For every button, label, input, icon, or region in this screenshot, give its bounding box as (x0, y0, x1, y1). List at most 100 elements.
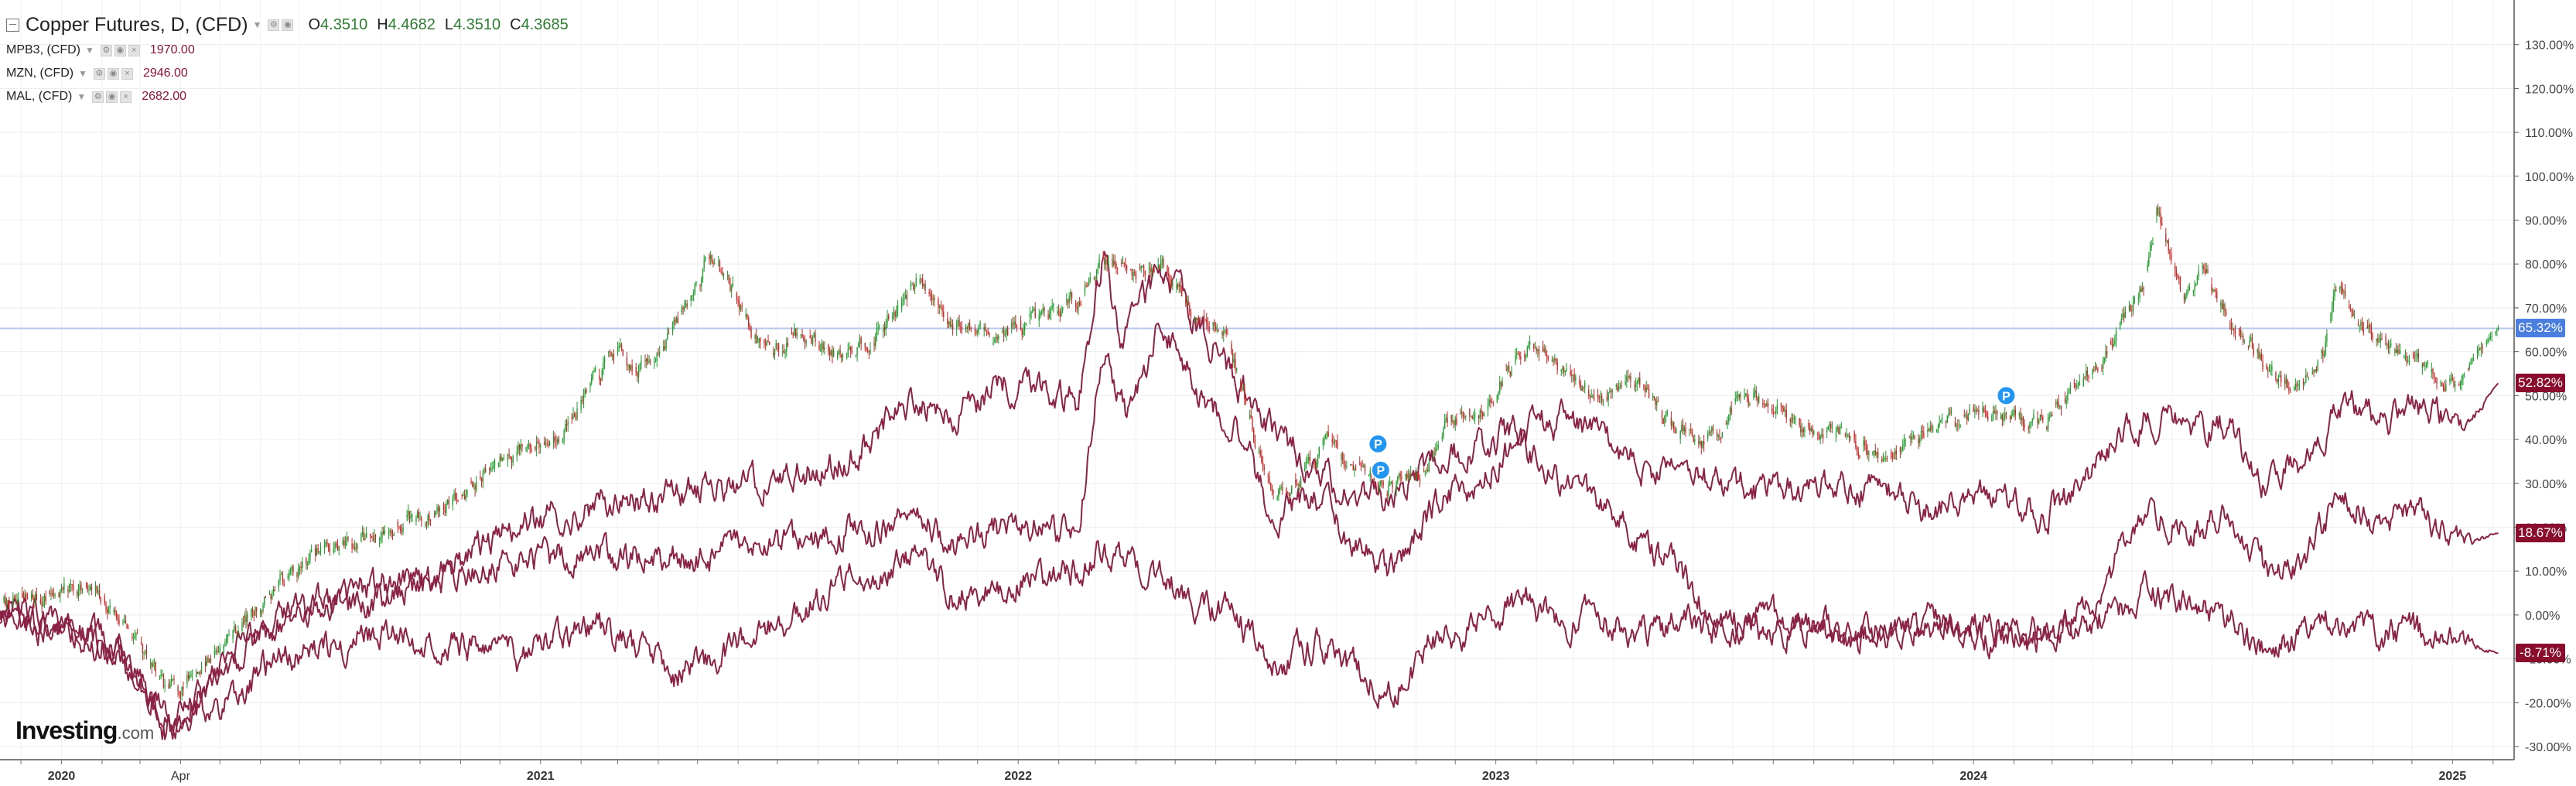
candle[interactable] (2077, 382, 2079, 390)
candle[interactable] (1592, 394, 1594, 398)
candle[interactable] (1728, 414, 1730, 425)
candle[interactable] (2476, 346, 2479, 360)
candle[interactable] (2472, 354, 2475, 362)
candle[interactable] (2140, 285, 2142, 292)
candle[interactable] (1303, 462, 1306, 472)
candle[interactable] (2111, 337, 2113, 351)
candle[interactable] (1534, 341, 1536, 349)
candle[interactable] (187, 672, 190, 682)
candle[interactable] (278, 579, 280, 592)
candle[interactable] (200, 661, 203, 675)
candle[interactable] (748, 315, 750, 330)
chevron-down-icon[interactable]: ▼ (78, 68, 87, 79)
candle[interactable] (896, 305, 897, 320)
candle[interactable] (179, 691, 182, 702)
candle[interactable] (750, 325, 752, 340)
candle[interactable] (1363, 463, 1365, 468)
close-icon[interactable]: × (121, 67, 133, 80)
candle[interactable] (1670, 411, 1672, 430)
candle[interactable] (794, 328, 797, 339)
candle[interactable] (1957, 419, 1959, 432)
candle[interactable] (617, 341, 619, 356)
candle[interactable] (2280, 371, 2282, 388)
candle[interactable] (1749, 402, 1751, 407)
candle[interactable] (1886, 455, 1888, 462)
candle[interactable] (1827, 425, 1830, 430)
candle[interactable] (792, 331, 794, 339)
candle[interactable] (1388, 480, 1389, 501)
candle[interactable] (2003, 412, 2004, 425)
candle[interactable] (1322, 437, 1324, 450)
candle[interactable] (1104, 257, 1105, 270)
candle[interactable] (1537, 348, 1539, 357)
candle[interactable] (2001, 413, 2004, 427)
candle[interactable] (1969, 403, 1970, 415)
candle[interactable] (1125, 257, 1126, 272)
candle[interactable] (383, 526, 384, 535)
candle[interactable] (546, 439, 548, 447)
candle[interactable] (1763, 399, 1765, 408)
candle[interactable] (22, 591, 25, 600)
candle[interactable] (1791, 413, 1792, 429)
candle[interactable] (1995, 405, 1997, 420)
collapse-legend-icon[interactable] (6, 18, 19, 32)
candle[interactable] (2207, 265, 2209, 274)
candle[interactable] (2229, 320, 2231, 330)
candle[interactable] (1070, 289, 1071, 301)
candle[interactable] (1444, 413, 1446, 429)
candle[interactable] (338, 545, 340, 556)
candle[interactable] (108, 605, 110, 614)
candle[interactable] (938, 304, 941, 315)
candle[interactable] (1948, 407, 1949, 419)
candle[interactable] (1628, 374, 1630, 380)
candle[interactable] (528, 439, 530, 450)
candle[interactable] (2060, 405, 2062, 416)
candle[interactable] (334, 541, 336, 553)
candle[interactable] (1789, 417, 1791, 427)
candle[interactable] (2101, 364, 2103, 372)
candle[interactable] (985, 323, 986, 332)
candle[interactable] (658, 346, 661, 358)
candle[interactable] (53, 587, 55, 599)
candle[interactable] (1754, 384, 1756, 398)
candle[interactable] (2406, 352, 2407, 367)
candle[interactable] (244, 611, 246, 626)
candle[interactable] (2458, 381, 2460, 387)
candle[interactable] (644, 354, 646, 368)
candle[interactable] (2353, 309, 2356, 320)
candle[interactable] (690, 295, 692, 307)
candle[interactable] (245, 608, 247, 629)
candle[interactable] (1810, 425, 1812, 432)
candle[interactable] (170, 674, 173, 687)
candle[interactable] (317, 544, 319, 555)
candle[interactable] (535, 436, 538, 456)
candle[interactable] (41, 596, 43, 613)
candle[interactable] (391, 529, 394, 541)
candle[interactable] (820, 343, 822, 352)
candle[interactable] (864, 342, 866, 352)
candle[interactable] (7, 600, 9, 606)
candle[interactable] (2079, 374, 2080, 386)
candle[interactable] (714, 258, 716, 265)
candle[interactable] (777, 342, 780, 357)
candle[interactable] (1772, 404, 1774, 418)
candle[interactable] (2369, 323, 2371, 334)
candle[interactable] (371, 535, 373, 538)
candle[interactable] (1244, 384, 1245, 406)
candle[interactable] (491, 461, 493, 473)
candle[interactable] (686, 299, 688, 310)
candle[interactable] (601, 367, 603, 382)
candle[interactable] (1291, 485, 1293, 494)
candle[interactable] (512, 454, 514, 466)
candle[interactable] (622, 349, 624, 357)
candle[interactable] (774, 348, 776, 361)
candle[interactable] (18, 592, 19, 603)
candle[interactable] (2243, 339, 2246, 344)
candle[interactable] (1543, 343, 1545, 354)
candle[interactable] (2177, 273, 2178, 280)
candle[interactable] (476, 476, 477, 493)
candle[interactable] (1040, 309, 1043, 316)
candle[interactable] (2284, 373, 2286, 391)
candle[interactable] (419, 511, 421, 521)
candle[interactable] (1108, 255, 1109, 268)
